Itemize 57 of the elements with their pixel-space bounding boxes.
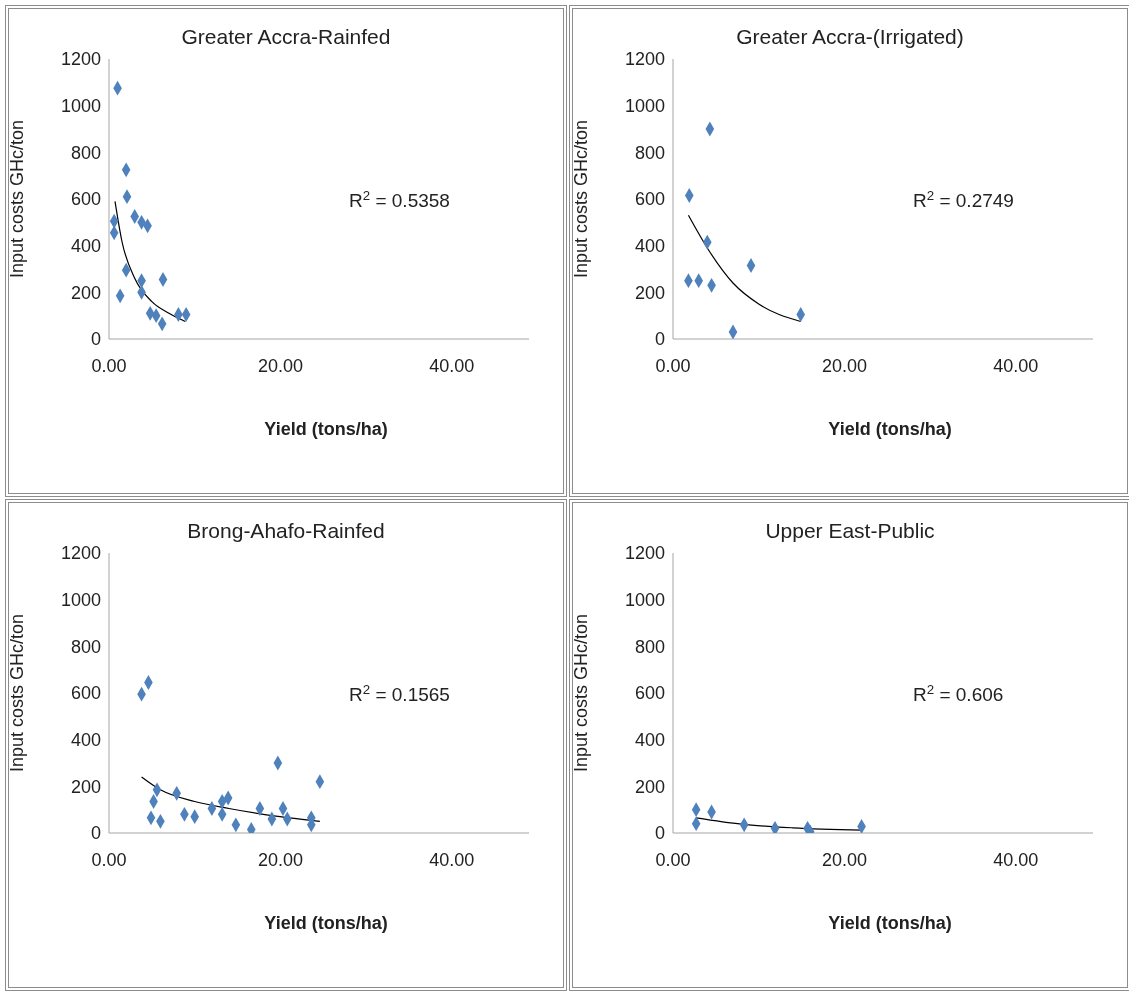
y-tick-label: 0 [654, 329, 665, 350]
annotation: R$^{2}$ = 0.1565 [349, 681, 450, 705]
y-axis-title: Input costs GHc/ton [7, 613, 28, 773]
y-tick-label: 0 [654, 823, 665, 844]
x-tick-label: 20.00 [257, 849, 303, 870]
y-tick-label: 800 [634, 636, 665, 657]
y-tick-label: 400 [634, 730, 665, 751]
x-tick-label: 20.00 [821, 849, 867, 870]
y-tick-label: 1000 [60, 96, 101, 117]
y-tick-label: 800 [70, 636, 101, 657]
y-tick-label: 200 [70, 776, 101, 797]
y-tick-label: 200 [634, 282, 665, 303]
y-tick-label: 1200 [624, 49, 665, 70]
chart-title: Brong-Ahafo-Rainfed [186, 519, 386, 543]
y-tick-label: 1200 [60, 543, 101, 564]
x-tick-label: 40.00 [993, 849, 1039, 870]
y-tick-label: 0 [90, 329, 101, 350]
x-tick-label: 0.00 [655, 355, 691, 376]
y-tick-label: 1200 [624, 543, 665, 564]
y-tick-label: 800 [70, 142, 101, 163]
x-tick-label: 0.00 [91, 849, 127, 870]
x-tick-label: 40.00 [429, 355, 475, 376]
chart-title: Greater Accra-(Irrigated) [735, 25, 965, 49]
x-tick-label: 40.00 [993, 355, 1039, 376]
y-tick-label: 1000 [624, 590, 665, 611]
x-axis-title: Yield (tons/ha) [263, 913, 389, 934]
chart-title: Upper East-Public [764, 519, 936, 543]
x-tick-label: 20.00 [821, 355, 867, 376]
y-tick-label: 0 [90, 823, 101, 844]
y-tick-label: 200 [634, 776, 665, 797]
line-series [140, 776, 321, 822]
y-tick-label: 400 [70, 730, 101, 751]
x-axis-title: Yield (tons/ha) [263, 419, 389, 440]
y-tick-label: 600 [70, 683, 101, 704]
x-tick-label: 0.00 [655, 849, 691, 870]
x-tick-label: 20.00 [257, 355, 303, 376]
y-tick-label: 400 [634, 236, 665, 257]
y-tick-label: 400 [70, 236, 101, 257]
y-axis-title: Input costs GHc/ton [571, 119, 592, 279]
x-axis-title: Yield (tons/ha) [827, 913, 953, 934]
y-tick-label: 200 [70, 282, 101, 303]
annotation: R$^{2}$ = 0.5358 [349, 187, 450, 211]
y-tick-label: 600 [634, 683, 665, 704]
annotation: R$^{2}$ = 0.2749 [913, 187, 1014, 211]
y-tick-label: 1000 [60, 590, 101, 611]
chart-title: Greater Accra-Rainfed [180, 25, 392, 49]
y-tick-label: 600 [634, 189, 665, 210]
x-tick-label: 0.00 [91, 355, 127, 376]
y-tick-label: 1200 [60, 49, 101, 70]
y-tick-label: 1000 [624, 96, 665, 117]
x-tick-label: 40.00 [429, 849, 475, 870]
y-axis-title: Input costs GHc/ton [7, 119, 28, 279]
annotation: R$^{2}$ = 0.606 [913, 681, 1004, 705]
x-axis-title: Yield (tons/ha) [827, 419, 953, 440]
y-tick-label: 800 [634, 142, 665, 163]
y-axis-title: Input costs GHc/ton [571, 613, 592, 773]
y-tick-label: 600 [70, 189, 101, 210]
